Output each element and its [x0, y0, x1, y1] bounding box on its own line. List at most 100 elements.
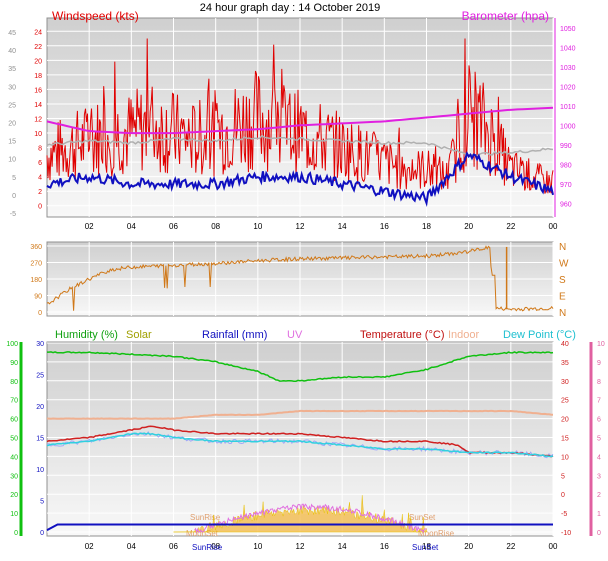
tick-label: 0	[38, 204, 42, 211]
sunset-label: SunSet	[409, 513, 436, 522]
compass-label: N	[559, 242, 566, 253]
x-tick-label: 04	[127, 222, 136, 231]
tick-label: 22	[34, 44, 42, 51]
tick-label: 18	[34, 73, 42, 80]
rainfall-line	[46, 523, 553, 531]
tick-label: 7	[597, 398, 601, 405]
x-tick-label: 22	[506, 222, 515, 231]
tick-label: 15	[8, 139, 16, 146]
tick-label: 5	[40, 499, 44, 506]
x-tick-label: 08	[211, 542, 220, 551]
compass-label: N	[559, 308, 566, 319]
x-tick-label: 20	[464, 542, 473, 551]
tick-label: 0	[597, 530, 601, 537]
tick-label: 25	[561, 398, 569, 405]
chart-title: 24 hour graph day : 14 October 2019	[200, 2, 380, 14]
tick-label: 10	[10, 511, 18, 518]
x-tick-label: 18	[422, 542, 431, 551]
x-tick-label: 22	[506, 542, 515, 551]
x-tick-label: 16	[380, 542, 389, 551]
tick-label: 10	[36, 467, 44, 474]
tick-label: 270	[30, 261, 42, 268]
tick-label: 9	[597, 360, 601, 367]
tick-label: 0	[40, 530, 44, 537]
tick-label: 15	[561, 436, 569, 443]
tick-label: 16	[34, 87, 42, 94]
tick-label: 0	[12, 193, 16, 200]
tick-label: -5	[10, 211, 16, 218]
x-tick-label: 06	[169, 222, 178, 231]
legend-barometer: Barometer (hpa)	[462, 9, 549, 23]
tick-label: 30	[561, 379, 569, 386]
tick-label: 40	[10, 454, 18, 461]
x-tick-label: 02	[85, 542, 94, 551]
tick-label: 20	[561, 417, 569, 424]
tick-label: 20	[34, 58, 42, 65]
tick-label: 35	[561, 360, 569, 367]
sunrise-label: SunRise	[190, 513, 221, 522]
tick-label: -5	[561, 511, 567, 518]
x-tick-label: 20	[464, 222, 473, 231]
tick-label: 70	[10, 398, 18, 405]
tick-label: 25	[8, 102, 16, 109]
legend-windspeed: Windspeed (kts)	[52, 9, 139, 23]
tick-label: 1020	[560, 84, 576, 91]
tick-label: 2	[597, 492, 601, 499]
tick-label: -10	[561, 530, 571, 537]
x-tick-label: 16	[380, 222, 389, 231]
tick-label: 30	[8, 84, 16, 91]
x-tick-label: 12	[296, 222, 305, 231]
tick-label: 50	[10, 436, 18, 443]
tick-label: 40	[8, 48, 16, 55]
legend-uv: UV	[287, 329, 303, 341]
legend-dewpoint: Dew Point (°C)	[503, 329, 576, 341]
tick-label: 5	[561, 473, 565, 480]
legend-indoor: Indoor	[448, 329, 480, 341]
moonrise-label: MoonRise	[418, 529, 455, 538]
tick-label: 40	[561, 341, 569, 348]
tick-label: 90	[34, 294, 42, 301]
x-tick-label: 04	[127, 542, 136, 551]
moonset-label: MoonSet	[186, 529, 219, 538]
tick-label: 2	[38, 189, 42, 196]
x-tick-label: 14	[338, 542, 347, 551]
tick-label: 6	[38, 160, 42, 167]
x-tick-label: 00	[549, 222, 558, 231]
tick-label: 8	[597, 379, 601, 386]
x-tick-label: 02	[85, 222, 94, 231]
windspeed-line	[46, 38, 554, 194]
legend-rainfall: Rainfall (mm)	[202, 329, 267, 341]
tick-label: 10	[561, 454, 569, 461]
tick-label: 970	[560, 182, 572, 189]
tick-label: 14	[34, 102, 42, 109]
tick-label: 15	[36, 436, 44, 443]
tick-label: 60	[10, 417, 18, 424]
tick-label: 10	[597, 341, 605, 348]
sunrise-axis-label: SunRise	[192, 543, 223, 552]
x-tick-label: 00	[549, 542, 558, 551]
uv-line	[194, 503, 427, 534]
tick-label: 24	[34, 29, 42, 36]
tick-label: 980	[560, 162, 572, 169]
tick-label: 360	[30, 244, 42, 251]
tick-label: 35	[8, 66, 16, 73]
legend-humidity: Humidity (%)	[55, 329, 118, 341]
tick-label: 960	[560, 201, 572, 208]
tick-label: 12	[34, 117, 42, 124]
average-wind-line	[46, 151, 554, 207]
barometer-line	[46, 106, 554, 135]
legend-solar: Solar	[126, 329, 152, 341]
tick-label: 1040	[560, 45, 576, 52]
dewpoint-line	[46, 432, 554, 458]
legend-temperature: Temperature (°C)	[360, 329, 444, 341]
tick-label: 10	[34, 131, 42, 138]
tick-label: 1030	[560, 65, 576, 72]
tick-label: 20	[8, 121, 16, 128]
tick-label: 20	[36, 404, 44, 411]
tick-label: 0	[561, 492, 565, 499]
humidity-line	[47, 351, 554, 382]
tick-label: 180	[30, 277, 42, 284]
tick-label: 30	[36, 341, 44, 348]
tick-label: 5	[12, 175, 16, 182]
